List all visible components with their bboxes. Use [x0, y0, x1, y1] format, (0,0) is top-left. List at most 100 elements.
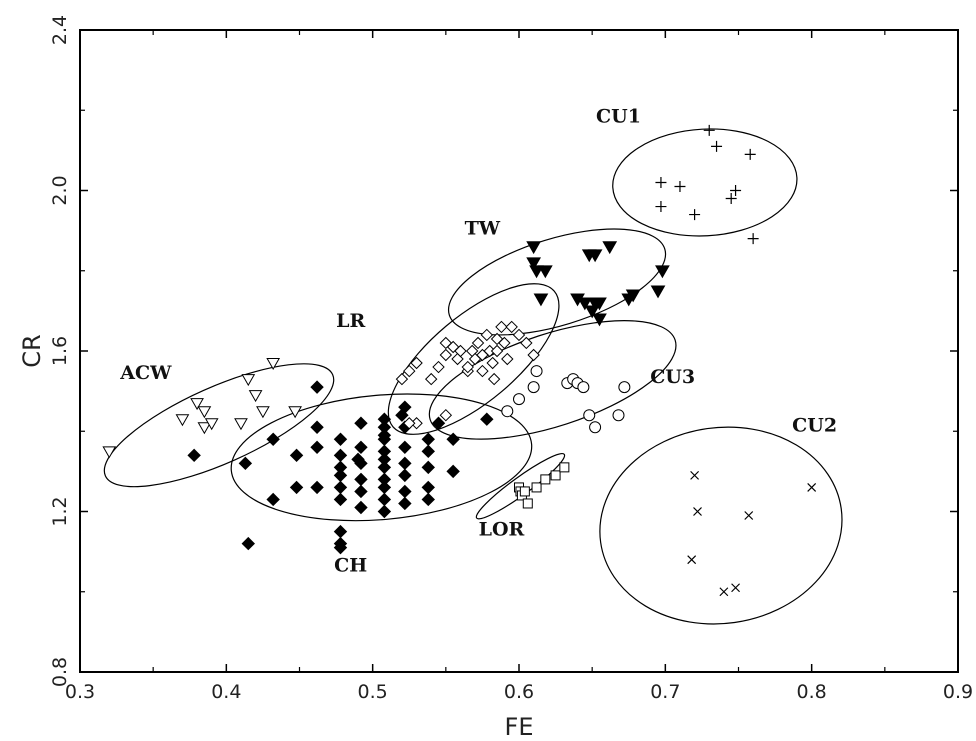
data-point [454, 344, 467, 358]
data-point [395, 372, 409, 386]
data-point [689, 209, 701, 221]
series-ch [187, 380, 494, 555]
data-point [602, 241, 618, 255]
x-tick-label: 0.4 [211, 681, 241, 703]
ellipse-ch [230, 393, 533, 522]
x-axis-ticks: 0.3 0.4 0.5 0.6 0.7 0.8 0.9 [65, 30, 973, 703]
data-point [550, 470, 561, 481]
y-tick-label: 0.8 [49, 657, 71, 687]
ellipse-lr [387, 283, 560, 435]
data-point [398, 496, 412, 511]
data-point [592, 313, 607, 327]
y-tick-label: 2.0 [49, 175, 71, 205]
data-point [589, 421, 602, 434]
data-point [354, 440, 368, 455]
data-point [725, 193, 737, 205]
group-label-cu3: CU3 [650, 366, 695, 388]
data-point [512, 328, 526, 342]
data-point [520, 336, 533, 350]
data-point [333, 432, 348, 446]
data-point [505, 320, 518, 334]
data-point [187, 448, 201, 463]
group-label-cu2: CU2 [792, 414, 837, 436]
data-point [501, 352, 514, 366]
data-point [487, 372, 501, 386]
data-point [480, 328, 494, 342]
data-point [289, 480, 304, 495]
data-point [577, 381, 590, 394]
group-label-ch: CH [334, 555, 367, 577]
series-cu2 [687, 470, 817, 597]
y-axis-title: CR [18, 334, 46, 367]
data-point [333, 468, 348, 483]
data-point [592, 297, 607, 311]
data-point [333, 524, 348, 539]
data-point [395, 408, 409, 422]
x-tick-label: 0.3 [65, 681, 95, 703]
data-point [540, 474, 551, 485]
data-point [398, 468, 412, 483]
data-point [537, 265, 553, 279]
x-tick-label: 0.6 [504, 681, 534, 703]
data-point [526, 257, 541, 271]
data-point [744, 148, 756, 160]
data-points [102, 124, 817, 597]
data-point [424, 372, 438, 386]
data-point [354, 472, 368, 487]
data-point [333, 492, 348, 507]
data-point [398, 484, 412, 499]
series-cu1 [655, 124, 759, 245]
data-point [102, 446, 117, 459]
data-point [533, 293, 549, 307]
data-point [612, 409, 625, 422]
data-point [190, 398, 204, 411]
data-point [333, 448, 348, 463]
data-point [490, 344, 504, 358]
data-point [519, 486, 530, 497]
data-point [559, 462, 570, 473]
data-point [747, 233, 759, 245]
group-label-lr: LR [336, 310, 365, 332]
group-label-lor: LOR [479, 519, 525, 541]
series-lor [514, 462, 570, 509]
data-point [266, 432, 280, 446]
data-point [587, 249, 603, 263]
data-point [655, 176, 667, 188]
data-point [674, 180, 686, 192]
data-point [403, 417, 416, 430]
data-point [421, 480, 435, 495]
data-point [421, 444, 435, 459]
y-tick-label: 2.4 [49, 15, 71, 45]
data-point [719, 587, 729, 597]
data-point [266, 492, 280, 507]
x-tick-label: 0.8 [797, 681, 827, 703]
data-point [731, 583, 740, 593]
data-point [730, 185, 742, 196]
data-point [354, 500, 368, 515]
group-label-tw: TW [465, 218, 501, 240]
data-point [241, 536, 255, 551]
data-point [526, 241, 541, 255]
data-point [421, 432, 435, 446]
plot-frame [79, 29, 959, 673]
group-labels: ACW CH LR TW CU1 CU3 LOR CU2 [119, 105, 837, 576]
data-point [204, 418, 219, 431]
data-point [461, 360, 474, 374]
y-axis-ticks: 0.8 1.2 1.6 2.0 2.4 [49, 15, 958, 687]
data-point [480, 412, 494, 426]
data-point [439, 408, 453, 422]
data-point [377, 492, 392, 507]
series-acw [102, 358, 302, 459]
data-point [711, 140, 723, 152]
data-point [530, 365, 543, 378]
x-tick-label: 0.5 [358, 681, 388, 703]
data-point [476, 364, 489, 378]
data-point [693, 507, 702, 516]
data-point [197, 406, 212, 419]
data-point [398, 440, 412, 455]
data-point [197, 422, 212, 435]
data-point [310, 440, 324, 455]
data-point [687, 555, 697, 565]
x-tick-label: 0.9 [943, 681, 973, 703]
